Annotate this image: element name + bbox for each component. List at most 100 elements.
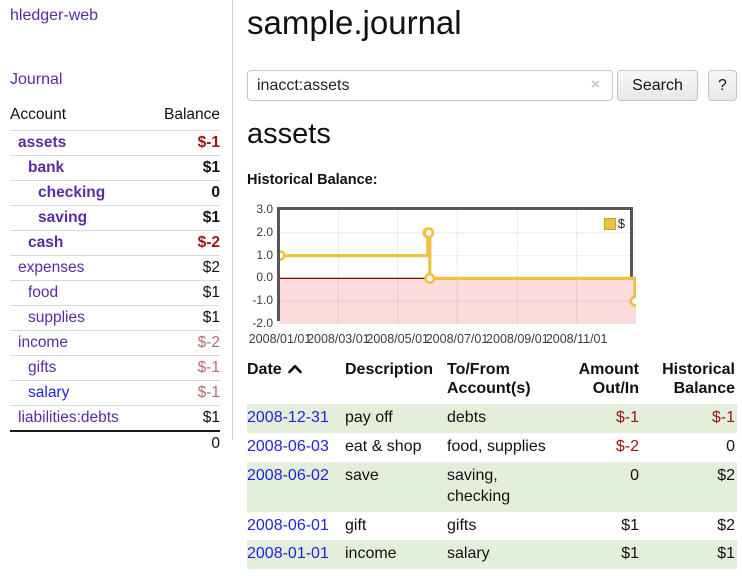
x-axis-tick-label: 2008/03/01 [307,332,370,346]
transaction-balance: $2 [717,516,735,534]
y-axis-tick-label: 2.0 [256,224,273,239]
y-axis-tick-label: -2.0 [252,316,273,330]
sidebar: hledger-web Journal Account Balance asse… [0,0,233,456]
transaction-amount: $-1 [615,409,639,427]
account-balance: $-1 [148,130,220,156]
accounts-header-balance: Balance [163,106,220,123]
account-balance: $1 [148,155,220,181]
account-link-bank[interactable]: bank [28,159,65,176]
account-row: saving $1 [10,205,220,231]
transaction-row: 2008-12-31 pay off debts $-1 $-1 [247,404,737,434]
transaction-date-link[interactable]: 2008-01-01 [247,545,329,563]
transaction-date-link[interactable]: 2008-12-31 [247,409,329,427]
account-row: expenses $2 [10,255,220,281]
transaction-description: save [345,466,379,484]
transaction-description: gift [345,516,367,534]
account-link-cash[interactable]: cash [28,234,64,251]
account-row: supplies $1 [10,305,220,331]
chart-heading: Historical Balance: [247,172,378,188]
account-balance: $2 [148,255,220,281]
account-row: checking 0 [10,180,220,206]
account-balance: $-1 [148,355,220,381]
account-row: bank $1 [10,155,220,181]
transaction-balance: 0 [726,438,735,456]
account-balance: $1 [148,205,220,231]
transaction-row: 2008-06-03 eat & shop food, supplies $-2 0 [247,433,737,462]
page-title: sample.journal [247,4,462,41]
chart-legend: $ [603,216,625,231]
txn-header-accounts: To/From Account(s) [447,361,531,398]
account-link-gifts[interactable]: gifts [28,359,57,376]
account-balance: $-1 [148,380,220,406]
transaction-amount: 0 [630,466,639,484]
main-content: sample.journal × Search ? assets Histori… [247,0,742,582]
clear-search-icon[interactable]: × [591,76,600,93]
transaction-description: pay off [345,409,393,427]
x-axis-tick-label: 2008/05/01 [366,332,429,346]
transaction-row: 2008-01-01 income salary $1 $1 [247,540,737,570]
account-row: income $-2 [10,330,220,356]
txn-header-balance: Historical Balance [662,361,735,398]
chart-plot-area: $ [274,207,641,324]
account-row: salary $-1 [10,380,220,406]
y-axis-tick-label: 0.0 [256,270,273,285]
account-heading: assets [247,118,331,150]
account-row: cash $-2 [10,230,220,256]
historical-balance-chart: $ 3.0 2.0 1.0 0.0 -1.0 -2.0 2008/01/01 2008/03/… [240,202,641,350]
y-axis-tick-label: 1.0 [256,247,273,262]
txn-header-date[interactable]: Date [247,360,345,404]
y-axis-tick-label: 3.0 [256,202,273,216]
transaction-amount: $1 [621,516,639,534]
transaction-amount: $1 [621,545,639,563]
account-balance: $1 [148,405,220,431]
transaction-date-link[interactable]: 2008-06-01 [247,516,329,534]
account-link-liabilities-debts[interactable]: liabilities:debts [18,409,119,426]
account-link-assets[interactable]: assets [18,134,67,151]
transaction-accounts: food, supplies [447,438,546,456]
account-link-income[interactable]: income [18,334,68,351]
transaction-date-link[interactable]: 2008-06-02 [247,466,329,484]
txn-header-amount: Amount Out/In [578,361,639,398]
account-link-salary[interactable]: salary [28,384,70,401]
transaction-accounts: salary [447,545,490,563]
account-row: gifts $-1 [10,355,220,381]
transaction-amount: $-2 [615,438,639,456]
accounts-total-row: 0 [10,430,220,456]
account-link-saving[interactable]: saving [38,209,88,226]
account-balance: $1 [148,280,220,306]
x-axis-tick-label: 2008/01/01 [248,332,312,346]
transaction-accounts: debts [447,409,487,427]
transaction-balance: $-1 [711,409,735,427]
account-row: assets $-1 [10,130,220,156]
chart-canvas [274,210,641,324]
sidebar-item-journal[interactable]: Journal [10,71,63,88]
y-axis-tick-label: -1.0 [252,293,273,308]
account-balance: $-2 [148,230,220,256]
accounts-table: Account Balance assets $-1 bank $1 checking 0… [10,102,220,456]
account-row: liabilities:debts $1 [10,405,220,431]
transaction-balance: $1 [717,545,735,563]
x-axis-tick-label: 2008/11/01 [545,332,608,346]
txn-header-description: Description [345,361,434,378]
accounts-header-account: Account [10,106,67,123]
legend-swatch-icon [603,217,616,230]
transaction-description: income [345,545,397,563]
x-axis-tick-label: 2008/07/01 [425,332,489,346]
transaction-accounts: saving, checking [447,466,511,505]
transaction-date-link[interactable]: 2008-06-03 [247,438,329,456]
search-input[interactable] [247,70,613,101]
transaction-row: 2008-06-01 gift gifts $1 $2 [247,512,737,541]
account-balance: $1 [148,305,220,331]
search-button[interactable]: Search [617,70,698,101]
account-link-checking[interactable]: checking [38,184,106,201]
help-button[interactable]: ? [708,70,737,101]
account-row: food $1 [10,280,220,306]
account-link-food[interactable]: food [28,284,59,301]
transaction-accounts: gifts [447,516,477,534]
x-axis-tick-label: 2008/09/01 [486,332,549,346]
account-link-expenses[interactable]: expenses [18,259,85,276]
app-title-link[interactable]: hledger-web [10,7,99,24]
transaction-description: eat & shop [345,438,422,456]
account-link-supplies[interactable]: supplies [28,309,85,326]
transactions-table: Date Description To/From Account(s) Amou… [247,360,737,570]
